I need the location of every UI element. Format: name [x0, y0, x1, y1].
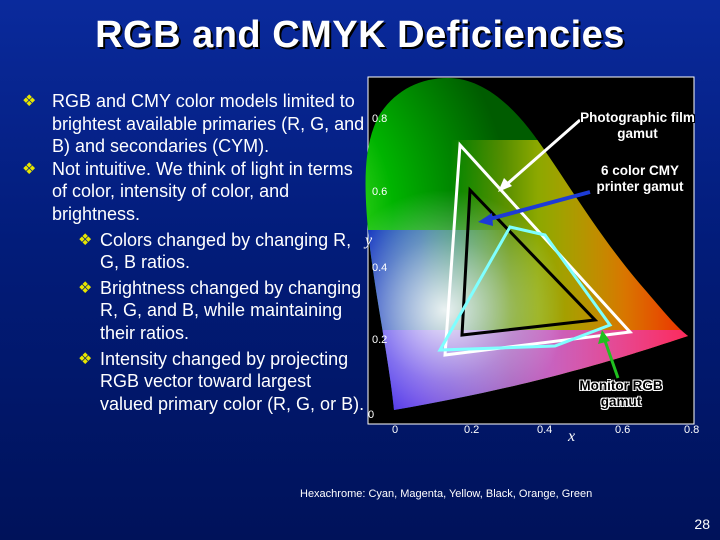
y-tick: 0.4 — [372, 262, 388, 274]
x-tick: 0 — [392, 424, 399, 436]
film-gamut-label: Photographic film gamut — [580, 110, 695, 141]
sub-bullet-item: ❖ Colors changed by changing R, G, B rat… — [22, 229, 367, 274]
y-tick: 0 — [368, 409, 375, 421]
bullet-icon: ❖ — [22, 91, 37, 110]
sub-bullet-item: ❖ Brightness changed by changing R, G, a… — [22, 277, 367, 345]
arrow-film — [498, 118, 581, 192]
x-tick: 0.8 — [684, 424, 700, 436]
bullet-list: ❖ RGB and CMY color models limited to br… — [22, 90, 367, 415]
bullet-icon: ❖ — [78, 229, 93, 249]
bullet-text: Intensity changed by projecting RGB vect… — [100, 348, 365, 414]
bullet-text: Brightness changed by changing R, G, and… — [100, 277, 362, 343]
arrow-cmy — [478, 190, 591, 226]
bullet-text: RGB and CMY color models limited to brig… — [52, 91, 365, 157]
bullet-icon: ❖ — [22, 158, 37, 178]
bullet-item: ❖ RGB and CMY color models limited to br… — [22, 90, 367, 158]
bullet-item: ❖ Not intuitive. We think of light in te… — [22, 158, 367, 226]
cmy-gamut-label: 6 color CMY printer gamut — [596, 163, 684, 194]
rgb-gamut-label: Monitor RGB gamut — [579, 378, 663, 409]
x-axis-label: x — [568, 428, 576, 445]
bullet-icon: ❖ — [78, 348, 93, 368]
page-number: 28 — [694, 516, 710, 532]
cmy-gamut-outline — [460, 186, 599, 337]
slide-title: RGB and CMYK Deficiencies — [95, 14, 625, 56]
sub-bullet-item: ❖ Intensity changed by projecting RGB ve… — [22, 348, 367, 416]
y-tick: 0.6 — [372, 186, 388, 198]
y-tick: 0.8 — [372, 113, 388, 125]
arrow-rgb — [598, 330, 620, 379]
y-tick: 0.2 — [372, 334, 388, 346]
rgb-gamut-outline — [437, 225, 613, 352]
x-tick: 0.2 — [464, 424, 480, 436]
x-tick: 0.6 — [615, 424, 631, 436]
bullet-text: Not intuitive. We think of light in term… — [52, 158, 353, 224]
film-gamut-outline — [443, 141, 634, 357]
bullet-text: Colors changed by changing R, G, B ratio… — [100, 229, 352, 273]
diagram-caption: Hexachrome: Cyan, Magenta, Yellow, Black… — [300, 488, 593, 500]
bullet-icon: ❖ — [78, 277, 93, 297]
x-tick: 0.4 — [537, 424, 553, 436]
y-axis-label: y — [365, 232, 373, 249]
